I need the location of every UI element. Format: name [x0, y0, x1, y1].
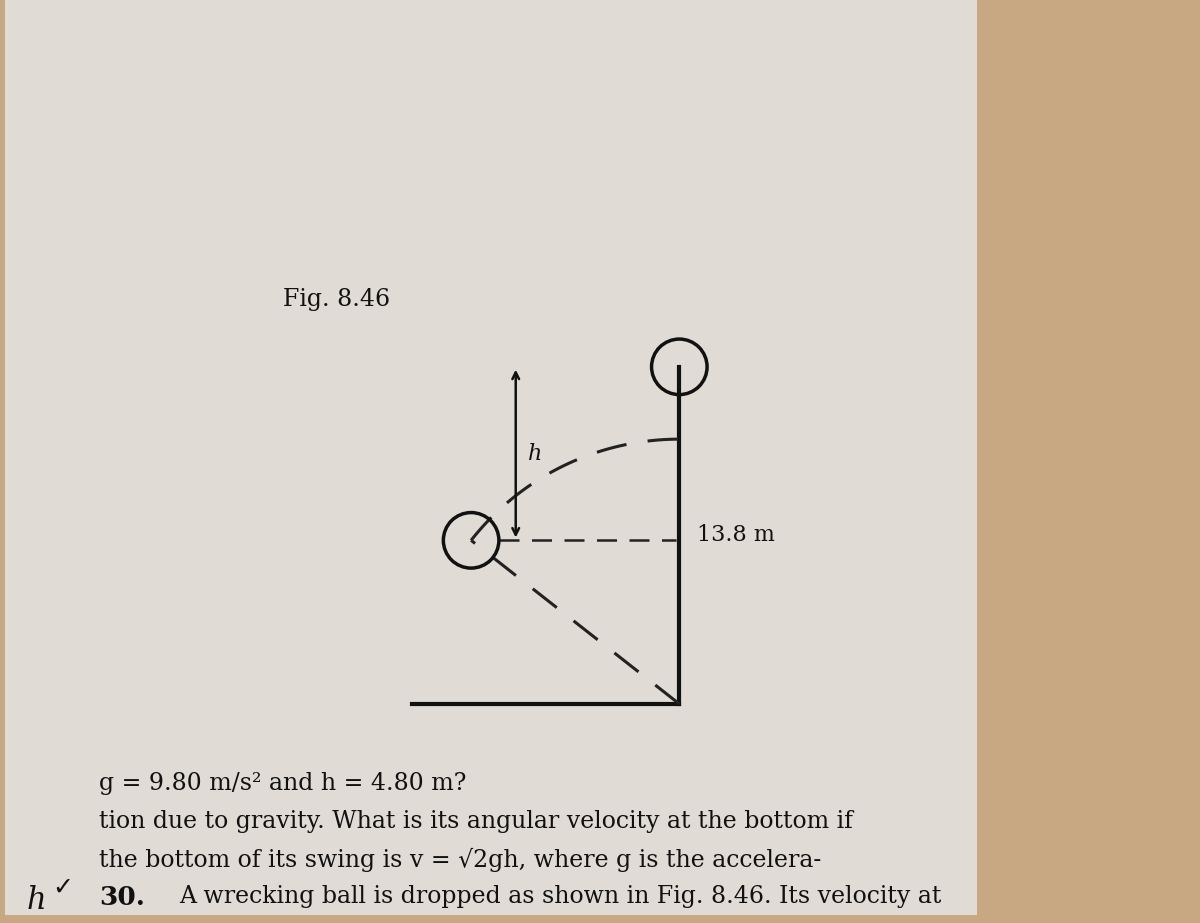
Text: h: h [26, 885, 47, 917]
Text: tion due to gravity. What is its angular velocity at the bottom if: tion due to gravity. What is its angular… [100, 810, 853, 833]
Text: Fig. 8.46: Fig. 8.46 [283, 288, 390, 310]
Text: h: h [528, 443, 542, 464]
Text: A wrecking ball is dropped as shown in Fig. 8.46. Its velocity at: A wrecking ball is dropped as shown in F… [179, 885, 941, 908]
Bar [5, 0, 977, 915]
Text: the bottom of its swing is v = √2gh, where g is the accelera-: the bottom of its swing is v = √2gh, whe… [100, 847, 822, 872]
Text: ✓: ✓ [53, 875, 73, 899]
Text: 30.: 30. [100, 885, 145, 910]
Text: 13.8 m: 13.8 m [697, 524, 775, 546]
Text: g = 9.80 m/s² and h = 4.80 m?: g = 9.80 m/s² and h = 4.80 m? [100, 773, 467, 796]
